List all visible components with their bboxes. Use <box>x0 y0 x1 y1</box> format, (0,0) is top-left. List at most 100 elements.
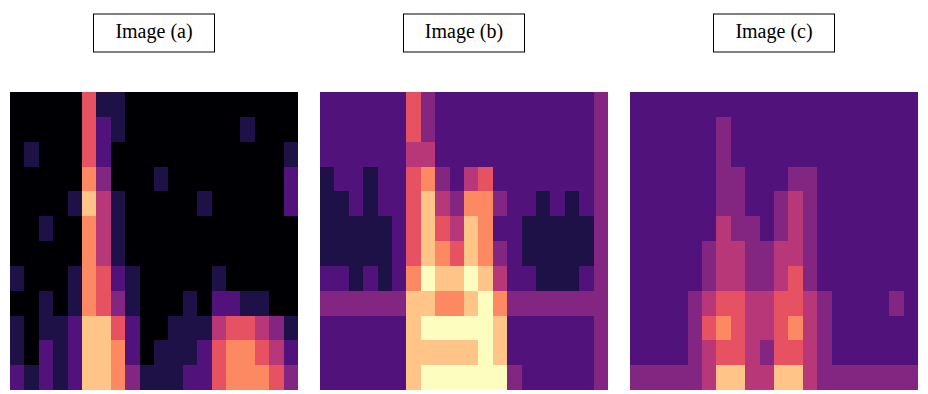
heatmap-cell <box>731 191 746 216</box>
heatmap-cell <box>846 365 861 390</box>
heatmap-cell <box>817 316 832 341</box>
heatmap-cell <box>478 340 493 365</box>
heatmap-cell <box>10 191 25 216</box>
heatmap-cell <box>760 167 775 192</box>
heatmap-cell <box>197 191 212 216</box>
heatmap-cell <box>125 340 140 365</box>
heatmap-cell <box>349 92 364 117</box>
heatmap-cell <box>125 117 140 142</box>
heatmap-cell <box>875 241 890 266</box>
heatmap-cell <box>197 167 212 192</box>
heatmap-cell <box>363 167 378 192</box>
heatmap-cell <box>594 316 608 341</box>
heatmap-cell <box>716 167 731 192</box>
heatmap-cell <box>774 340 789 365</box>
heatmap-cell <box>478 216 493 241</box>
heatmap-cell <box>284 142 298 167</box>
heatmap-cell <box>659 142 674 167</box>
heatmap-cell <box>702 117 717 142</box>
heatmap-cell <box>68 167 83 192</box>
heatmap-cell <box>536 340 551 365</box>
heatmap-cell <box>10 167 25 192</box>
heatmap-cell <box>82 216 97 241</box>
heatmap-cell <box>904 216 918 241</box>
heatmap-cell <box>82 340 97 365</box>
heatmap-cell <box>378 340 393 365</box>
heatmap-cell <box>904 316 918 341</box>
heatmap-cell <box>82 291 97 316</box>
heatmap-cell <box>363 340 378 365</box>
heatmap-cell <box>349 291 364 316</box>
heatmap-cell <box>788 117 803 142</box>
heatmap-cell <box>579 266 594 291</box>
heatmap-cell <box>731 316 746 341</box>
heatmap-cell <box>255 241 270 266</box>
heatmap-cell <box>53 340 68 365</box>
heatmap-cell <box>673 340 688 365</box>
heatmap-cell <box>630 316 645 341</box>
heatmap-cell <box>803 117 818 142</box>
heatmap-cell <box>269 142 284 167</box>
heatmap-cell <box>406 340 421 365</box>
heatmap-cell <box>659 266 674 291</box>
heatmap-cell <box>140 316 155 341</box>
heatmap-cell <box>731 365 746 390</box>
heatmap-cell <box>183 340 198 365</box>
heatmap-cell <box>464 191 479 216</box>
heatmap-cell <box>493 316 508 341</box>
heatmap-cell <box>68 365 83 390</box>
heatmap-cell <box>716 92 731 117</box>
heatmap-cell <box>450 167 465 192</box>
heatmap-cell <box>565 241 580 266</box>
heatmap-cell <box>226 92 241 117</box>
heatmap-cell <box>493 117 508 142</box>
heatmap-cell <box>630 167 645 192</box>
heatmap-cell <box>507 216 522 241</box>
heatmap-cell <box>688 266 703 291</box>
heatmap-cell <box>226 117 241 142</box>
heatmap-cell <box>82 191 97 216</box>
heatmap-cell <box>197 340 212 365</box>
heatmap-cell <box>673 266 688 291</box>
heatmap-cell <box>68 340 83 365</box>
heatmap-cell <box>255 216 270 241</box>
heatmap-cell <box>579 142 594 167</box>
heatmap-cell <box>630 340 645 365</box>
heatmap-cell <box>832 291 847 316</box>
heatmap-cell <box>392 266 407 291</box>
heatmap-cell <box>464 241 479 266</box>
heatmap-cell <box>406 167 421 192</box>
heatmap-cell <box>392 216 407 241</box>
heatmap-cell <box>579 365 594 390</box>
title: Image (a) <box>115 20 192 43</box>
heatmap-cell <box>269 191 284 216</box>
heatmap-cell <box>889 316 904 341</box>
heatmap-cell <box>493 92 508 117</box>
heatmap-cell <box>659 365 674 390</box>
heatmap-cell <box>82 142 97 167</box>
heatmap-cell <box>82 92 97 117</box>
heatmap-cell <box>507 266 522 291</box>
heatmap-cell <box>731 266 746 291</box>
heatmap-cell <box>421 92 436 117</box>
heatmap-cell <box>320 241 335 266</box>
title: Image (b) <box>425 20 503 43</box>
heatmap-cell <box>240 365 255 390</box>
heatmap-cell <box>644 266 659 291</box>
heatmap-cell <box>875 117 890 142</box>
heatmap-cell <box>68 117 83 142</box>
heatmap-cell <box>846 266 861 291</box>
heatmap-cell <box>745 92 760 117</box>
heatmap-cell <box>406 316 421 341</box>
heatmap-cell <box>745 216 760 241</box>
heatmap-cell <box>349 191 364 216</box>
heatmap-cell <box>745 340 760 365</box>
heatmap-cell <box>240 92 255 117</box>
heatmap-cell <box>688 340 703 365</box>
heatmap-cell <box>53 266 68 291</box>
heatmap-cell <box>24 167 39 192</box>
heatmap-cell <box>630 266 645 291</box>
heatmap-cell <box>68 92 83 117</box>
heatmap-cell <box>565 365 580 390</box>
heatmap-cell <box>269 365 284 390</box>
